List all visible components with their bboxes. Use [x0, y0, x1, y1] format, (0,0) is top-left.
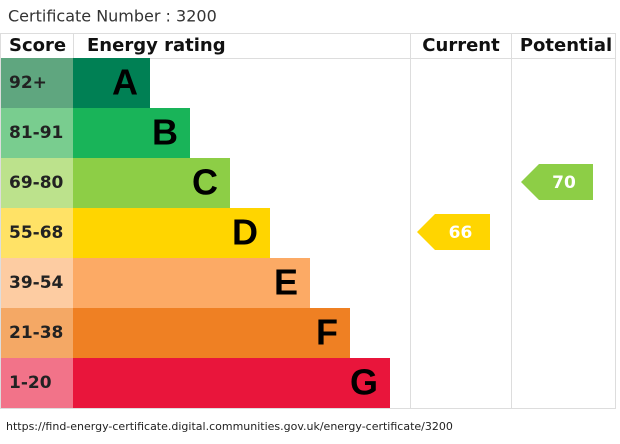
rating-bar	[73, 308, 350, 358]
rating-letter: F	[316, 312, 338, 353]
current-value: 66	[449, 223, 473, 243]
source-url: https://find-energy-certificate.digital.…	[6, 420, 453, 433]
rating-letter: C	[192, 162, 218, 203]
rating-bar	[73, 108, 190, 158]
score-cell	[1, 108, 73, 158]
rating-bar	[73, 58, 150, 108]
rating-letter: D	[232, 212, 258, 253]
score-cell	[1, 358, 73, 408]
rating-letter: G	[350, 362, 378, 403]
score-range: 1-20	[9, 373, 52, 393]
score-cell	[1, 58, 73, 108]
potential-value: 70	[552, 173, 576, 193]
header-current: Current	[422, 35, 500, 56]
rating-bar	[73, 208, 270, 258]
rating-bar	[73, 158, 230, 208]
header-score: Score	[9, 35, 66, 56]
score-cell	[1, 158, 73, 208]
rating-letter: A	[112, 62, 138, 103]
score-range: 81-91	[9, 123, 63, 143]
header-potential: Potential	[520, 35, 612, 56]
score-range: 92+	[9, 73, 47, 93]
score-range: 21-38	[9, 323, 63, 343]
potential-arrow	[521, 164, 593, 200]
score-cell	[1, 308, 73, 358]
certificate-number: Certificate Number : 3200	[8, 7, 217, 26]
score-cell	[1, 208, 73, 258]
rating-letter: E	[274, 262, 298, 303]
rating-bar	[73, 358, 390, 408]
score-cell	[1, 258, 73, 308]
score-range: 39-54	[9, 273, 64, 293]
current-arrow	[417, 214, 490, 250]
header-rating: Energy rating	[87, 35, 226, 56]
score-range: 69-80	[9, 173, 64, 193]
rating-letter: B	[152, 112, 178, 153]
rating-bar	[73, 258, 310, 308]
table-border	[0, 33, 616, 409]
score-range: 55-68	[9, 223, 63, 243]
